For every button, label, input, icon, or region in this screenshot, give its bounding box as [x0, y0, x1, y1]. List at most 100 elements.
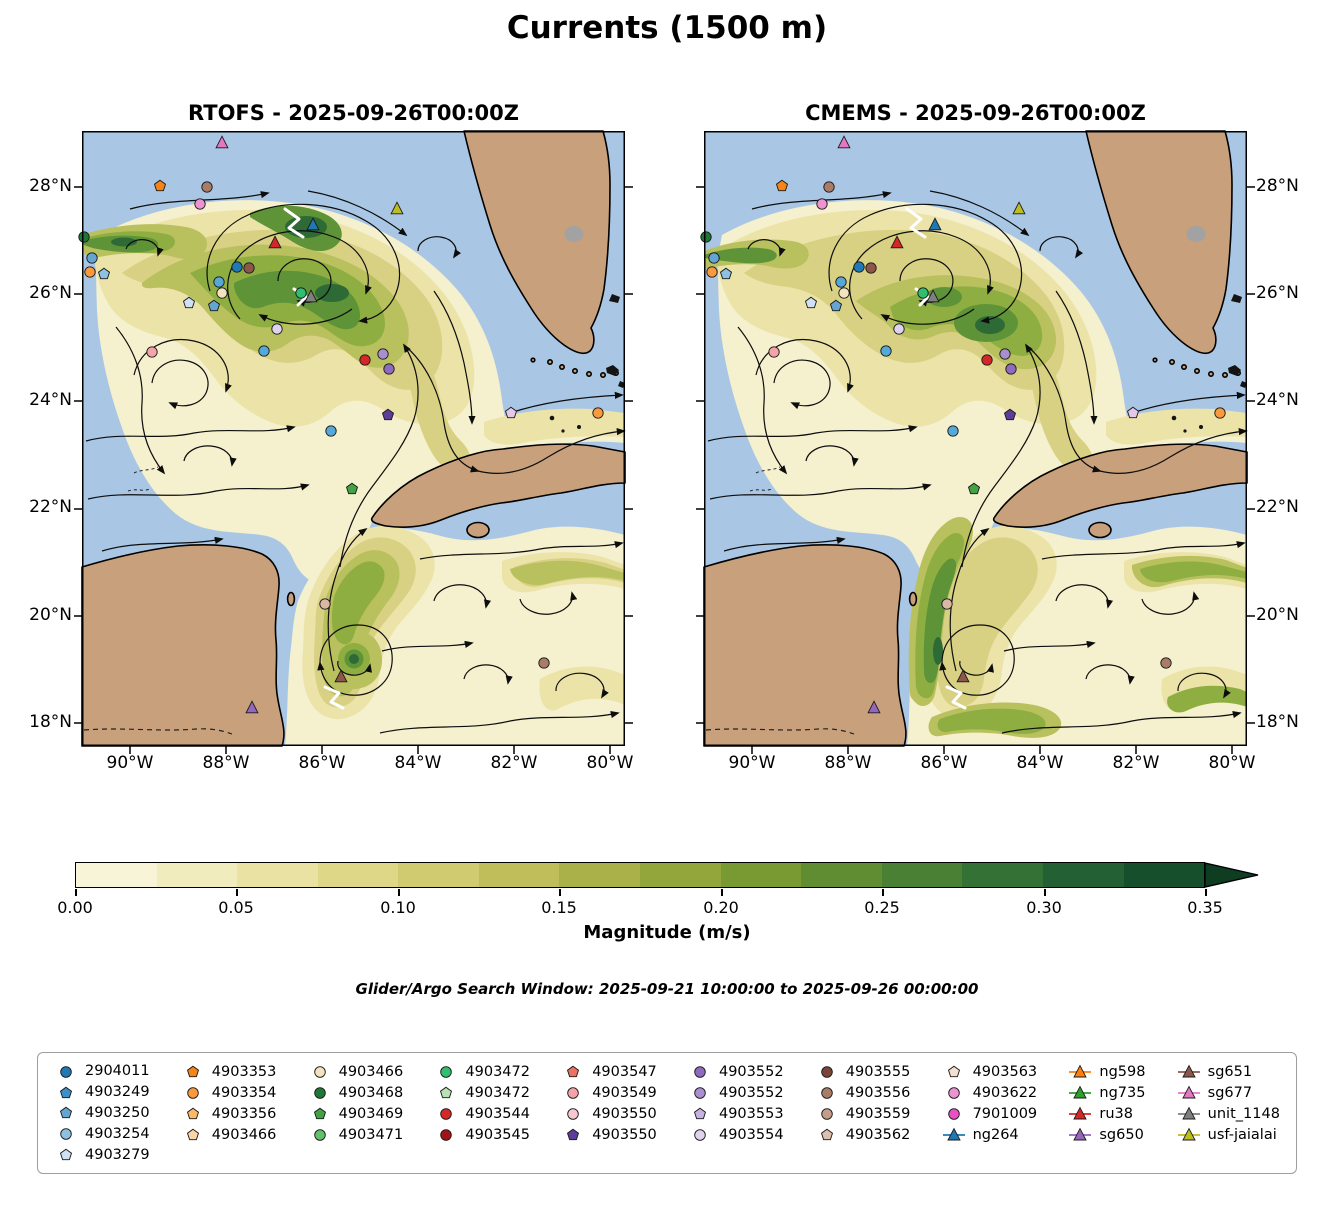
legend-item-label: 4903562: [845, 1126, 911, 1143]
legend-item-label: ng598: [1099, 1063, 1146, 1080]
colorbar-segment: [237, 863, 318, 887]
legend-column: 4903552 4903552 4903553 4903554: [688, 1061, 784, 1165]
legend-column: 4903555 4903556 4903559 4903562: [815, 1061, 911, 1165]
colorbar-segment: [801, 863, 882, 887]
pentagon-marker-icon: [313, 1107, 326, 1120]
legend-item: sg650: [1068, 1124, 1145, 1145]
legend-item: 4903559: [815, 1103, 910, 1124]
colorbar-segment: [478, 863, 560, 887]
x-tick-label: 84°W: [1016, 753, 1064, 773]
circle-marker-icon: [567, 1087, 579, 1099]
triangle-marker-icon: [1069, 1085, 1092, 1099]
map-frame: [82, 131, 625, 746]
legend-item: 4903545: [434, 1124, 530, 1145]
legend-item-label: 4903545: [465, 1126, 530, 1143]
y-tick-label: 26°N: [29, 283, 72, 303]
x-tick-label: 80°W: [586, 753, 634, 773]
circle-marker-icon: [821, 1066, 833, 1078]
colorbar-tick-label: 0.05: [218, 898, 254, 917]
x-tick-label: 86°W: [298, 753, 346, 773]
triangle-marker-icon: [1177, 1106, 1200, 1120]
legend-item: 4903249: [54, 1082, 150, 1103]
colorbar-segment: [881, 863, 963, 887]
legend-item: 4903549: [561, 1082, 657, 1103]
colorbar-segment: [559, 863, 641, 887]
legend-item-label: 4903544: [465, 1105, 530, 1122]
legend-item-label: 4903550: [592, 1126, 657, 1143]
legend-item: ng735: [1068, 1082, 1145, 1103]
colorbar-tick: [236, 889, 238, 896]
pentagon-marker-icon: [693, 1107, 707, 1120]
legend-item: ng264: [942, 1124, 1038, 1145]
pentagon-marker-icon: [820, 1128, 833, 1141]
legend-item: 4903544: [434, 1103, 530, 1124]
legend-item-label: 4903468: [338, 1084, 404, 1101]
legend-item: 4903469: [308, 1103, 403, 1124]
legend-item: 4903354: [181, 1082, 276, 1103]
legend-item-label: 4903254: [85, 1125, 150, 1142]
colorbar-segment: [640, 863, 721, 887]
legend-item: 4903563: [942, 1061, 1037, 1082]
circle-marker-icon: [313, 1087, 326, 1099]
colorbar-segment: [1042, 863, 1124, 887]
legend-item: 4903472: [434, 1061, 530, 1082]
legend-item: 4903356: [181, 1103, 276, 1124]
circle-marker-icon: [694, 1066, 706, 1078]
legend-item-label: usf-jaialai: [1207, 1126, 1277, 1143]
colorbar-segment: [720, 863, 802, 887]
legend-item: 2904011: [54, 1061, 150, 1082]
colorbar-segment: [1123, 863, 1205, 887]
y-tick-label: 28°N: [29, 176, 72, 196]
triangle-marker-icon: [1069, 1106, 1092, 1120]
circle-marker-icon: [694, 1129, 706, 1141]
legend-item: 4903472: [434, 1082, 530, 1103]
map-panel-cmems: [695, 130, 1256, 755]
colorbar-tick: [721, 889, 723, 896]
circle-marker-icon: [947, 1087, 960, 1099]
circle-marker-icon: [440, 1066, 453, 1078]
colorbar-tick: [882, 889, 884, 896]
x-tick-label: 82°W: [1112, 753, 1160, 773]
colorbar-segment: [317, 863, 399, 887]
colorbar-tick: [1205, 889, 1207, 896]
legend-item: 4903254: [54, 1123, 150, 1144]
triangle-marker-icon: [1177, 1085, 1200, 1099]
pentagon-marker-icon: [186, 1107, 199, 1120]
legend-column: 4903563 4903622 7901009 ng264: [942, 1061, 1038, 1165]
colorbar-tick-label: 0.35: [1187, 898, 1223, 917]
legend-item: 4903250: [54, 1103, 150, 1124]
y-tick-label: 28°N: [1256, 176, 1299, 196]
colorbar-tick-label: 0.30: [1026, 898, 1062, 917]
x-tick-label: 84°W: [394, 753, 442, 773]
legend-item-label: 7901009: [972, 1105, 1038, 1122]
legend-item: unit_1148: [1177, 1103, 1280, 1124]
legend-item: 4903552: [688, 1061, 784, 1082]
legend-item-label: 4903554: [718, 1126, 784, 1143]
legend-item-label: 4903466: [211, 1126, 277, 1143]
circle-marker-icon: [821, 1108, 833, 1120]
legend-item: 4903562: [815, 1124, 911, 1145]
legend-item: 4903555: [815, 1061, 911, 1082]
cmems-map: [695, 130, 1256, 755]
legend-item: 4903468: [308, 1082, 404, 1103]
map-panel-rtofs: [73, 130, 634, 755]
circle-marker-icon: [313, 1066, 326, 1078]
legend-item: 4903471: [308, 1124, 403, 1145]
legend-item-label: 4903466: [338, 1063, 404, 1080]
legend-item: 4903547: [561, 1061, 657, 1082]
legend-item-label: 4903555: [845, 1063, 911, 1080]
panel-title-rtofs: RTOFS - 2025-09-26T00:00Z: [188, 101, 519, 125]
y-tick-label: 22°N: [1256, 497, 1299, 517]
colorbar-tick-label: 0.15: [541, 898, 577, 917]
legend-item: 4903553: [688, 1103, 784, 1124]
legend-item-label: sg677: [1207, 1084, 1253, 1101]
pentagon-marker-icon: [59, 1086, 73, 1098]
legend-item-label: sg651: [1207, 1063, 1253, 1080]
pentagon-marker-icon: [567, 1065, 580, 1078]
legend-item: 4903466: [308, 1061, 404, 1082]
x-tick-label: 86°W: [920, 753, 968, 773]
colorbar-segment: [962, 863, 1043, 887]
pentagon-marker-icon: [440, 1086, 453, 1099]
x-tick-label: 88°W: [824, 753, 872, 773]
circle-marker-icon: [187, 1087, 199, 1099]
